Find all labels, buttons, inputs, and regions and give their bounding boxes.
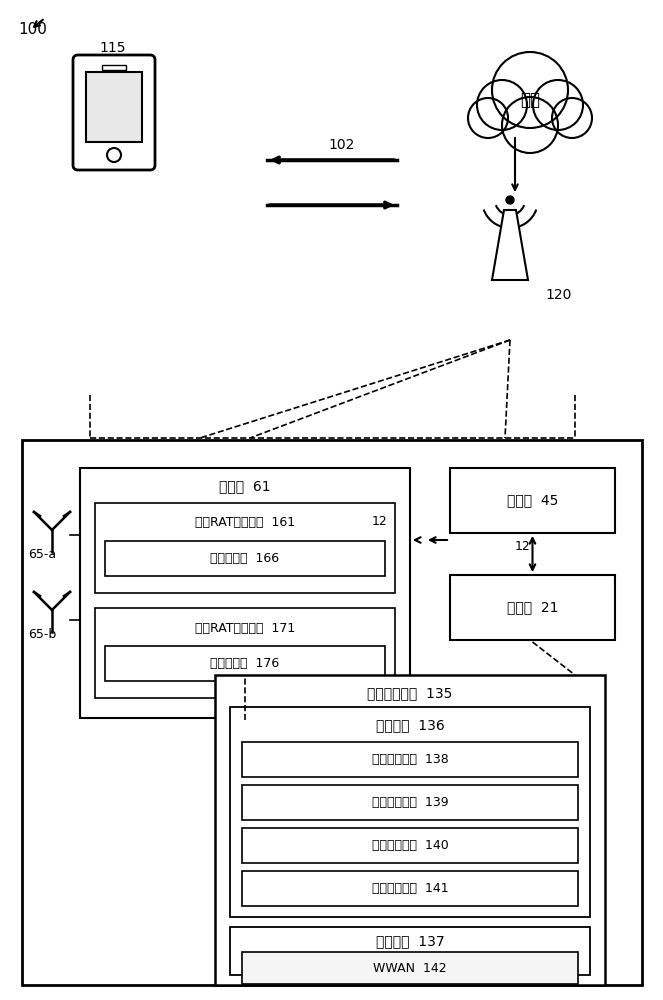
Bar bbox=[22, 440, 642, 985]
Bar bbox=[450, 575, 615, 640]
Text: 识别部件  136: 识别部件 136 bbox=[376, 718, 444, 732]
Text: WWAN  142: WWAN 142 bbox=[373, 962, 447, 974]
Bar bbox=[215, 675, 605, 985]
Bar bbox=[242, 785, 578, 820]
Text: 第一信道光栌  138: 第一信道光栌 138 bbox=[372, 753, 448, 766]
Text: 12: 12 bbox=[514, 540, 530, 553]
Text: 65-a: 65-a bbox=[28, 548, 56, 562]
Circle shape bbox=[468, 98, 508, 138]
Bar bbox=[105, 646, 385, 681]
Bar bbox=[95, 608, 395, 698]
Text: 扫描部件  137: 扫描部件 137 bbox=[376, 934, 444, 948]
Text: 调制解调器  166: 调制解调器 166 bbox=[210, 552, 280, 565]
Circle shape bbox=[492, 52, 568, 128]
Bar bbox=[86, 72, 142, 142]
Text: 存储器  45: 存储器 45 bbox=[507, 493, 558, 508]
Circle shape bbox=[533, 80, 583, 130]
Text: 12: 12 bbox=[372, 515, 388, 528]
Text: 65-b: 65-b bbox=[28, 629, 56, 642]
Text: 115: 115 bbox=[99, 41, 126, 55]
Text: 第三信道光栌  140: 第三信道光栌 140 bbox=[372, 839, 448, 852]
Text: 102: 102 bbox=[329, 138, 355, 152]
Circle shape bbox=[506, 196, 514, 204]
Text: 处理器  21: 处理器 21 bbox=[507, 600, 558, 614]
Text: 调制解调器  176: 调制解调器 176 bbox=[210, 657, 280, 670]
Text: 第一RAT无线单元  161: 第一RAT无线单元 161 bbox=[195, 516, 295, 530]
Text: 信道光栌部件  135: 信道光栌部件 135 bbox=[367, 686, 453, 700]
FancyBboxPatch shape bbox=[73, 55, 155, 170]
Text: 收发机  61: 收发机 61 bbox=[219, 479, 271, 493]
Bar bbox=[102, 65, 126, 70]
Text: 100: 100 bbox=[18, 22, 47, 37]
Bar bbox=[105, 541, 385, 576]
Bar bbox=[95, 503, 395, 593]
Circle shape bbox=[477, 80, 527, 130]
Bar bbox=[230, 707, 590, 917]
Text: 120: 120 bbox=[545, 288, 572, 302]
Bar bbox=[242, 828, 578, 863]
Bar bbox=[230, 927, 590, 975]
Circle shape bbox=[552, 98, 592, 138]
Text: 第二信道光栌  139: 第二信道光栌 139 bbox=[372, 796, 448, 809]
Text: 第二RAT无线单元  171: 第二RAT无线单元 171 bbox=[195, 621, 295, 635]
Bar bbox=[242, 742, 578, 777]
Text: 载波频率集合  141: 载波频率集合 141 bbox=[372, 882, 448, 895]
Polygon shape bbox=[492, 210, 528, 280]
Circle shape bbox=[502, 97, 558, 153]
Bar bbox=[242, 952, 578, 984]
Bar bbox=[450, 468, 615, 533]
Bar bbox=[242, 871, 578, 906]
Bar bbox=[480, 118, 580, 133]
Bar bbox=[80, 468, 410, 718]
Text: 网络: 网络 bbox=[520, 91, 540, 109]
